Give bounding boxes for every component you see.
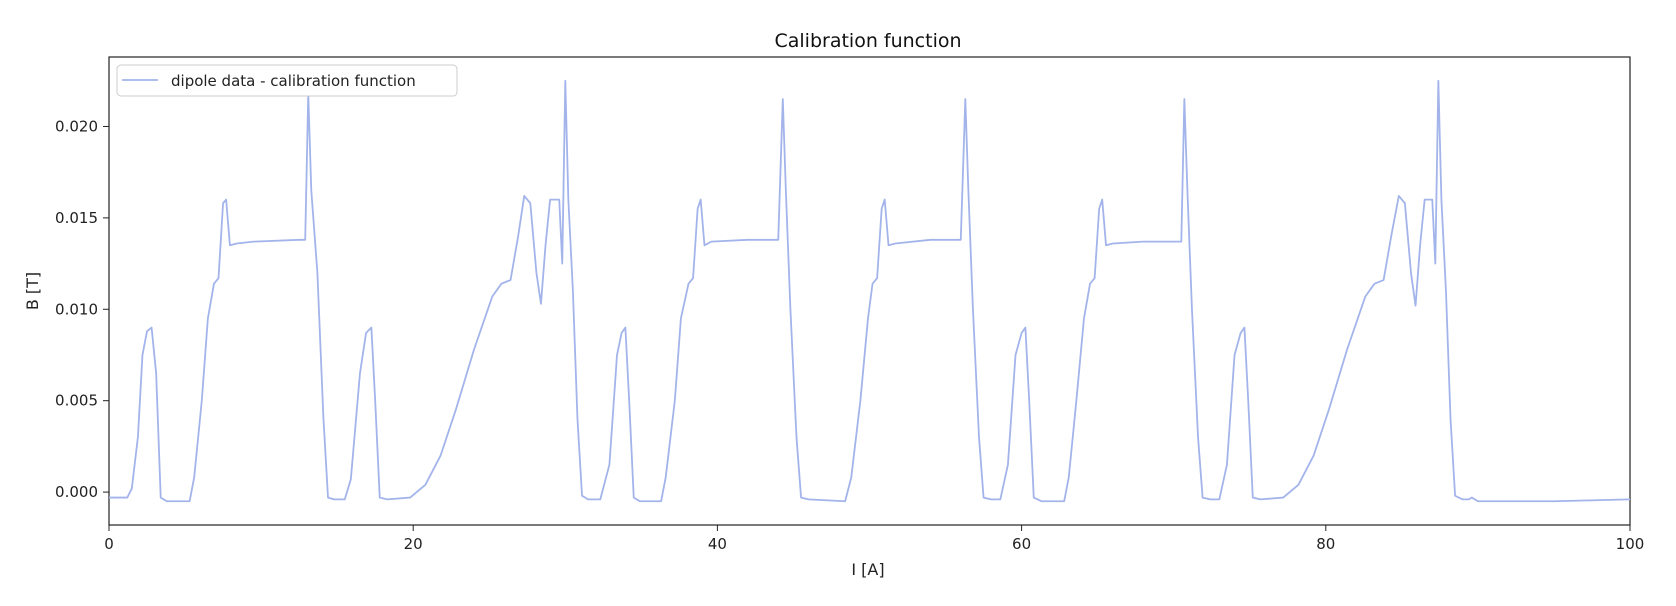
- plot-frame: [108, 56, 1631, 526]
- x-tick-label: 60: [1012, 535, 1031, 553]
- legend: dipole data - calibration function: [116, 64, 458, 97]
- x-tick-label: 0: [104, 535, 114, 553]
- x-tick-label: 80: [1316, 535, 1335, 553]
- y-tick-label: 0.010: [55, 300, 98, 318]
- chart-title: Calibration function: [774, 30, 961, 52]
- series-layer: [109, 79, 1631, 503]
- x-tick-label: 100: [1616, 535, 1645, 553]
- x-tick-label: 40: [708, 535, 727, 553]
- y-tick-label: 0.020: [55, 117, 98, 135]
- x-axis-title: I [A]: [851, 560, 884, 579]
- legend-box: [116, 64, 458, 97]
- y-tick-label: 0.005: [55, 392, 98, 410]
- y-tick-label: 0.015: [55, 209, 98, 227]
- series-line-dipole: [109, 79, 1631, 503]
- plot-area: [108, 56, 1631, 526]
- x-axis: 0 20 40 60 80 100: [104, 525, 1644, 553]
- legend-label-dipole: dipole data - calibration function: [171, 72, 416, 90]
- y-axis-title: B [T]: [23, 272, 42, 310]
- y-tick-label: 0.000: [55, 483, 98, 501]
- y-axis: 0.000 0.005 0.010 0.015 0.020: [55, 117, 109, 501]
- x-tick-label: 20: [404, 535, 423, 553]
